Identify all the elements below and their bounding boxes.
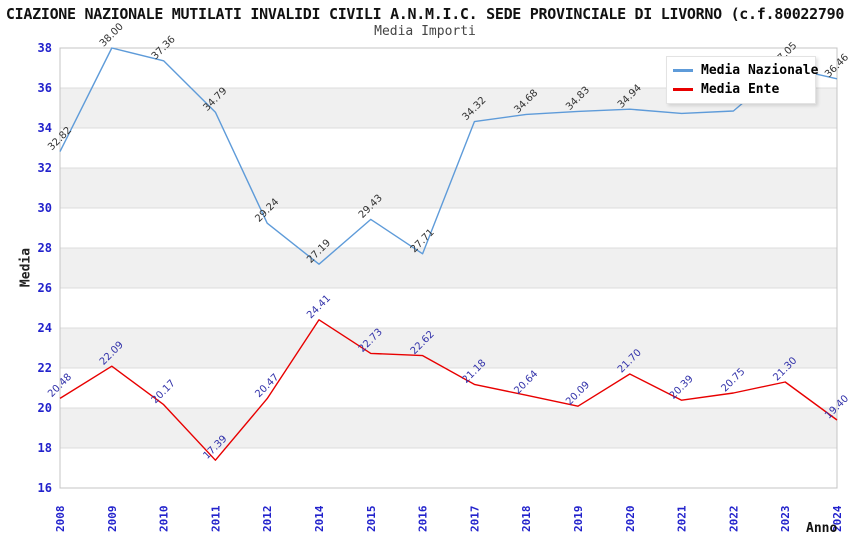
series-line-media-ente: [59, 319, 838, 461]
x-tick-label: 2019: [572, 506, 585, 533]
legend-label-ente: Media Ente: [701, 82, 780, 97]
x-tick-label: 2018: [520, 506, 533, 533]
plot-band: [60, 328, 837, 368]
x-tick-label: 2011: [209, 505, 222, 532]
y-tick-label: 26: [38, 281, 52, 295]
y-tick-label: 36: [38, 81, 52, 95]
x-tick-label: 2010: [158, 506, 171, 533]
y-tick-label: 34: [38, 121, 52, 135]
legend-item-media-ente: Media Ente: [673, 82, 809, 97]
y-tick-label: 16: [38, 481, 52, 495]
series-line-media-nazionale: [59, 47, 838, 265]
legend-label-nazionale: Media Nazionale: [701, 63, 819, 78]
x-tick-label: 2024: [831, 505, 844, 532]
x-tick-label: 2023: [779, 506, 792, 533]
point-label: 20.17: [150, 378, 178, 406]
y-axis-title: Media: [18, 247, 34, 288]
point-label: 20.75: [719, 366, 747, 394]
legend-line-swatch-ente: [673, 88, 693, 91]
y-tick-label: 18: [38, 441, 52, 455]
chart-title: CIAZIONE NAZIONALE MUTILATI INVALIDI CIV…: [5, 5, 845, 23]
y-tick-label: 32: [38, 161, 52, 175]
x-tick-label: 2017: [468, 506, 481, 533]
y-tick-label: 30: [38, 201, 52, 215]
y-tick-label: 28: [38, 241, 52, 255]
chart-subtitle: Media Importi: [374, 24, 476, 39]
x-tick-label: 2015: [365, 506, 378, 533]
point-label: 24.41: [305, 293, 333, 321]
x-tick-label: 2008: [54, 506, 67, 533]
x-tick-label: 2021: [676, 505, 689, 532]
point-label: 20.39: [668, 374, 696, 402]
x-tick-label: 2020: [624, 506, 637, 533]
plot-frame: [59, 47, 838, 489]
plot-band: [60, 408, 837, 448]
x-axis-ticks: 2008 2009 2010 2011 2012 2014 2015 2016 2017 2018…: [54, 505, 844, 532]
legend: Media Nazionale Media Ente: [666, 56, 818, 104]
plot-band: [60, 248, 837, 288]
y-tick-label: 22: [38, 361, 52, 375]
y-tick-label: 24: [38, 321, 52, 335]
legend-line-swatch-nazionale: [673, 69, 693, 72]
point-label: 20.47: [253, 372, 281, 400]
x-tick-label: 2016: [417, 505, 430, 532]
legend-item-media-nazionale: Media Nazionale: [673, 63, 818, 78]
point-label: 38.00: [98, 21, 126, 49]
x-tick-label: 2022: [727, 506, 740, 533]
x-axis-title: Anno: [806, 521, 838, 536]
point-label: 20.64: [512, 369, 540, 397]
y-tick-label: 20: [38, 401, 52, 415]
x-tick-label: 2014: [313, 505, 326, 532]
point-label: 20.09: [564, 380, 592, 408]
x-tick-label: 2009: [106, 506, 119, 533]
x-tick-label: 2012: [261, 506, 274, 533]
y-tick-label: 38: [38, 41, 52, 55]
